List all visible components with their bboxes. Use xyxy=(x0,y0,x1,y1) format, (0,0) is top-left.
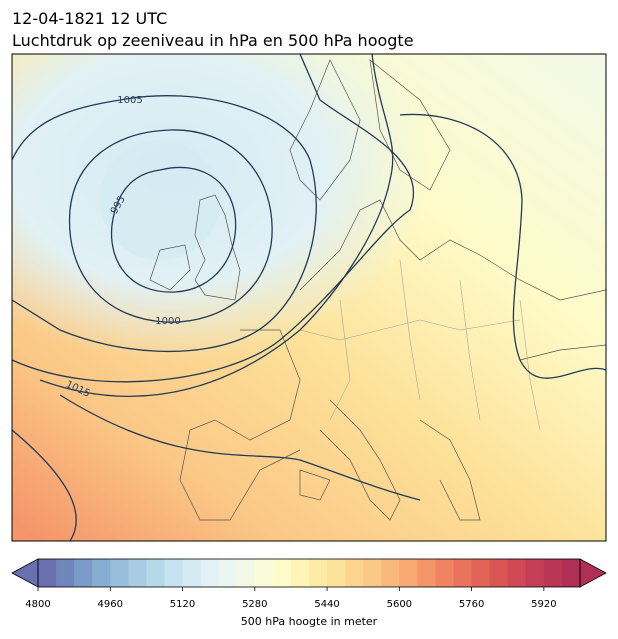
coastline xyxy=(179,329,301,521)
coastline xyxy=(299,199,606,301)
colorbar-segment xyxy=(327,559,346,587)
colorbar-segment xyxy=(309,559,328,587)
colorbar-tick-label: 5120 xyxy=(170,599,195,610)
colorbar-segment xyxy=(272,559,292,587)
coastline xyxy=(194,194,241,301)
contour-label: 1005 xyxy=(117,95,142,106)
colorbar-tick-label: 4960 xyxy=(98,599,123,610)
colorbar-tick-label: 5600 xyxy=(387,599,412,610)
colorbar-segment xyxy=(345,559,364,587)
colorbar-tick-label: 5280 xyxy=(242,599,267,610)
isobar xyxy=(110,166,237,293)
map-frame xyxy=(11,53,607,542)
colorbar-tick-label: 4800 xyxy=(25,599,50,610)
coastline xyxy=(369,59,451,191)
colorbar-segment xyxy=(417,559,436,587)
coastline xyxy=(319,399,401,521)
isobar xyxy=(68,129,273,323)
isobar xyxy=(12,95,317,353)
colorbar: 4800 4960 5120 5280 5440 5600 5760 5920 500 hPa … xyxy=(11,558,607,628)
coastline xyxy=(149,244,191,291)
colorbar-segment xyxy=(290,559,310,587)
colorbar-segment xyxy=(453,559,473,587)
low-core xyxy=(100,140,220,260)
colorbar-segment xyxy=(128,559,147,587)
map: 1005 995 1000 1015 xyxy=(12,54,606,541)
colorbar-segment xyxy=(489,559,509,587)
border xyxy=(299,259,541,431)
coastline xyxy=(299,469,331,501)
colorbar-tick-label: 5760 xyxy=(459,599,484,610)
colorbar-segment xyxy=(92,559,111,587)
colorbar-segment xyxy=(525,559,545,587)
colorbar-segment xyxy=(507,559,527,587)
colorbar-segment xyxy=(381,559,400,587)
colorbar-segment xyxy=(399,559,418,587)
colorbar-segment xyxy=(254,559,274,587)
coastline xyxy=(289,59,361,201)
colorbar-segment xyxy=(561,559,581,587)
colorbar-segment xyxy=(74,559,93,587)
colorbar-segment xyxy=(435,559,455,587)
colorbar-segment xyxy=(182,559,202,587)
isobar xyxy=(59,113,606,501)
colorbar-extend-high xyxy=(579,558,607,588)
colorbar-label: 500 hPa hoogte in meter xyxy=(241,615,378,628)
coastline xyxy=(419,419,481,521)
colorbar-tick-label: 5440 xyxy=(314,599,339,610)
colorbar-tick-label: 5920 xyxy=(531,599,556,610)
colorbar-segment xyxy=(471,559,491,587)
colorbar-segment xyxy=(146,559,165,587)
colorbar-segment xyxy=(164,559,184,587)
title: 12-04-1821 12 UTC xyxy=(12,9,167,28)
colorbar-segment xyxy=(543,559,563,587)
colorbar-segment xyxy=(363,559,382,587)
coastline xyxy=(519,344,606,361)
colorbar-segment xyxy=(236,559,256,587)
colorbar-extend-low xyxy=(11,558,39,588)
colorbar-frame xyxy=(37,558,581,588)
colorbar-segment xyxy=(110,559,129,587)
contour-label: 1000 xyxy=(155,316,180,327)
subtitle: Luchtdruk op zeeniveau in hPa en 500 hPa… xyxy=(12,31,414,50)
colorbar-segment xyxy=(56,559,75,587)
colorbar-segment xyxy=(38,559,57,587)
colorbar-segment xyxy=(218,559,238,587)
colorbar-segment xyxy=(200,559,220,587)
isobar xyxy=(12,54,394,541)
